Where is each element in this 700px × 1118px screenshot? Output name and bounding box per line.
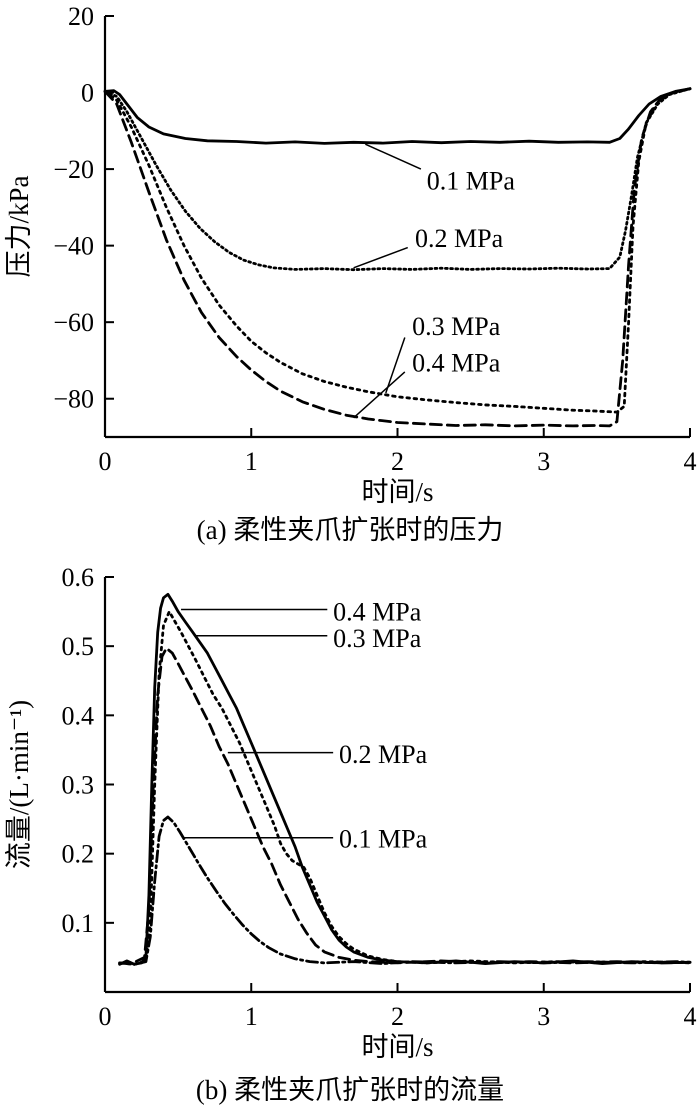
x-tick-label: 0 [99, 447, 112, 476]
x-axis-title: 时间/s [361, 477, 433, 507]
x-tick-label: 4 [684, 1002, 697, 1031]
annotation-label: 0.4 MPa [333, 598, 422, 627]
x-axis-title: 时间/s [361, 1032, 433, 1062]
series-line-0.4-MPa [103, 87, 692, 428]
series-line-0.2-MPa [118, 646, 692, 966]
x-tick-label: 2 [391, 1002, 404, 1031]
flow-chart-caption: (b) 柔性夹爪扩张时的流量 [195, 1075, 505, 1105]
y-tick-label: 20 [68, 2, 94, 31]
x-tick-label: 2 [391, 447, 404, 476]
series-line-0.3-MPa [118, 610, 692, 966]
annotation-label: 0.1 MPa [339, 824, 428, 853]
y-axis-title: 流量/(L·min⁻¹) [4, 700, 34, 869]
pressure-chart: 0 1 2 3 4 20 0 −20 −40 −60 −80 时间/s 压力/kPa 0.1 MPa 0.2… [4, 2, 697, 507]
y-tick-label: 0.4 [62, 701, 95, 730]
annotation-leader-line [353, 371, 406, 419]
annotation-label: 0.4 MPa [412, 348, 501, 377]
annotation-label: 0.1 MPa [427, 167, 516, 196]
x-tick-label: 1 [245, 447, 258, 476]
flow-chart-figure: 0 1 2 3 4 0.6 0.5 0.4 0.3 0.2 0.1 时间/s 流量/(L·min⁻¹) 0… [0, 557, 700, 1117]
x-tick-label: 3 [537, 1002, 550, 1031]
series-line-0.3-MPa [103, 87, 692, 414]
y-tick-label: 0.3 [62, 771, 95, 800]
annotation-label: 0.3 MPa [333, 624, 422, 653]
annotation-label: 0.2 MPa [415, 224, 504, 253]
series-line-0.1-MPa [118, 815, 692, 966]
y-axis-title: 压力/kPa [4, 175, 34, 277]
series-line-0.1-MPa [103, 87, 692, 145]
annotation-leader-line [385, 337, 406, 394]
series-line-0.2-MPa [103, 87, 692, 272]
y-tick-label: −80 [53, 385, 94, 414]
x-tick-label: 1 [245, 1002, 258, 1031]
y-tick-label: −20 [53, 155, 94, 184]
pressure-chart-caption: (a) 柔性夹爪扩张时的压力 [196, 515, 504, 545]
y-tick-label: 0.5 [62, 632, 95, 661]
y-tick-label: 0.6 [62, 563, 95, 592]
annotation-leader-line [353, 246, 409, 269]
y-tick-label: 0.1 [62, 909, 95, 938]
pressure-chart-figure: 0 1 2 3 4 20 0 −20 −40 −60 −80 时间/s 压力/kPa 0.1 MPa 0.2… [0, 2, 700, 557]
x-tick-label: 0 [99, 1002, 112, 1031]
y-tick-label: −40 [53, 232, 94, 261]
annotation-leader-line [365, 143, 422, 170]
annotation-label: 0.2 MPa [339, 740, 428, 769]
annotation-label: 0.3 MPa [412, 312, 501, 341]
y-tick-label: −60 [53, 308, 94, 337]
flow-chart: 0 1 2 3 4 0.6 0.5 0.4 0.3 0.2 0.1 时间/s 流量/(L·min⁻¹) 0… [4, 563, 697, 1062]
y-tick-label: 0.2 [62, 840, 95, 869]
x-tick-label: 4 [684, 447, 697, 476]
x-tick-label: 3 [537, 447, 550, 476]
y-tick-label: 0 [81, 79, 94, 108]
